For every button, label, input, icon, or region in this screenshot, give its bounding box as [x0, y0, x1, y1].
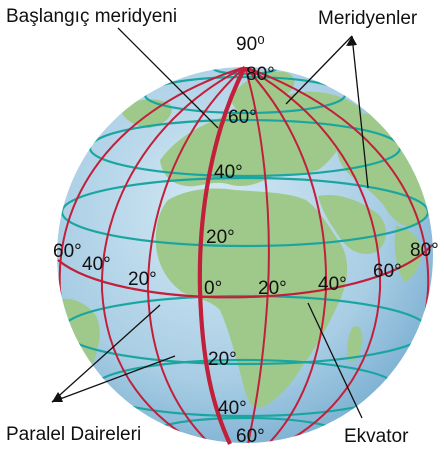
lon-label-w60: 60° [53, 241, 82, 262]
meridian-e60 [244, 67, 382, 441]
callout-pointers [51, 27, 369, 419]
equator-line [57, 244, 433, 299]
lat-label-0: 0° [204, 278, 222, 299]
meridian-e20 [244, 67, 270, 443]
longitude-labels: 60° 40° 20° 20° 40° 60° 80° [53, 240, 439, 299]
africa-landmass [155, 188, 348, 408]
lat-label-60s: 60° [236, 426, 265, 447]
callout-prime-meridian: Başlangıç meridyeni [6, 6, 177, 27]
callout-equator: Ekvator [344, 426, 409, 447]
parallels-arrow-b [52, 395, 63, 402]
lat-label-80: 80° [246, 64, 275, 85]
india-landmass [394, 226, 422, 282]
prime-meridian-line [197, 66, 247, 445]
parallels-arrow-a [52, 392, 62, 402]
meridians-arrow-b [348, 36, 357, 46]
lat-label-40n: 40° [214, 162, 243, 183]
callout-arrowheads [52, 36, 357, 402]
lon-label-e20: 20° [258, 278, 287, 299]
lat-label-90: 90⁰ [236, 34, 265, 55]
lon-label-e80: 80° [410, 240, 439, 261]
madagascar-landmass [347, 325, 363, 363]
lat-label-20n: 20° [206, 227, 235, 248]
meridian-e40 [244, 67, 328, 443]
lat-label-60n: 60° [228, 107, 257, 128]
lon-label-w40: 40° [82, 254, 111, 275]
lat-label-20s: 20° [208, 349, 237, 370]
meridian-w40 [100, 67, 246, 443]
prime-meridian-pointer [117, 27, 219, 129]
parallels-pointer-b [51, 355, 176, 403]
meridians-pointer-b [351, 35, 369, 189]
lat-label-40s: 40° [218, 398, 247, 419]
latitude-labels: 90⁰ 80° 60° 40° 20° 0° 20° 40° 60° [204, 34, 275, 447]
callout-meridians: Meridyenler [318, 8, 418, 29]
callout-parallels: Paralel Daireleri [6, 424, 141, 445]
equator-pointer [307, 302, 363, 419]
lon-label-w20: 20° [128, 269, 157, 290]
parallel-20n [60, 176, 430, 248]
meridian-w20 [146, 67, 246, 443]
parallels-pointer-a [51, 304, 161, 403]
lon-label-e60: 60° [373, 261, 402, 282]
meridians-pointer-a [285, 35, 353, 105]
lon-label-e40: 40° [318, 274, 347, 295]
